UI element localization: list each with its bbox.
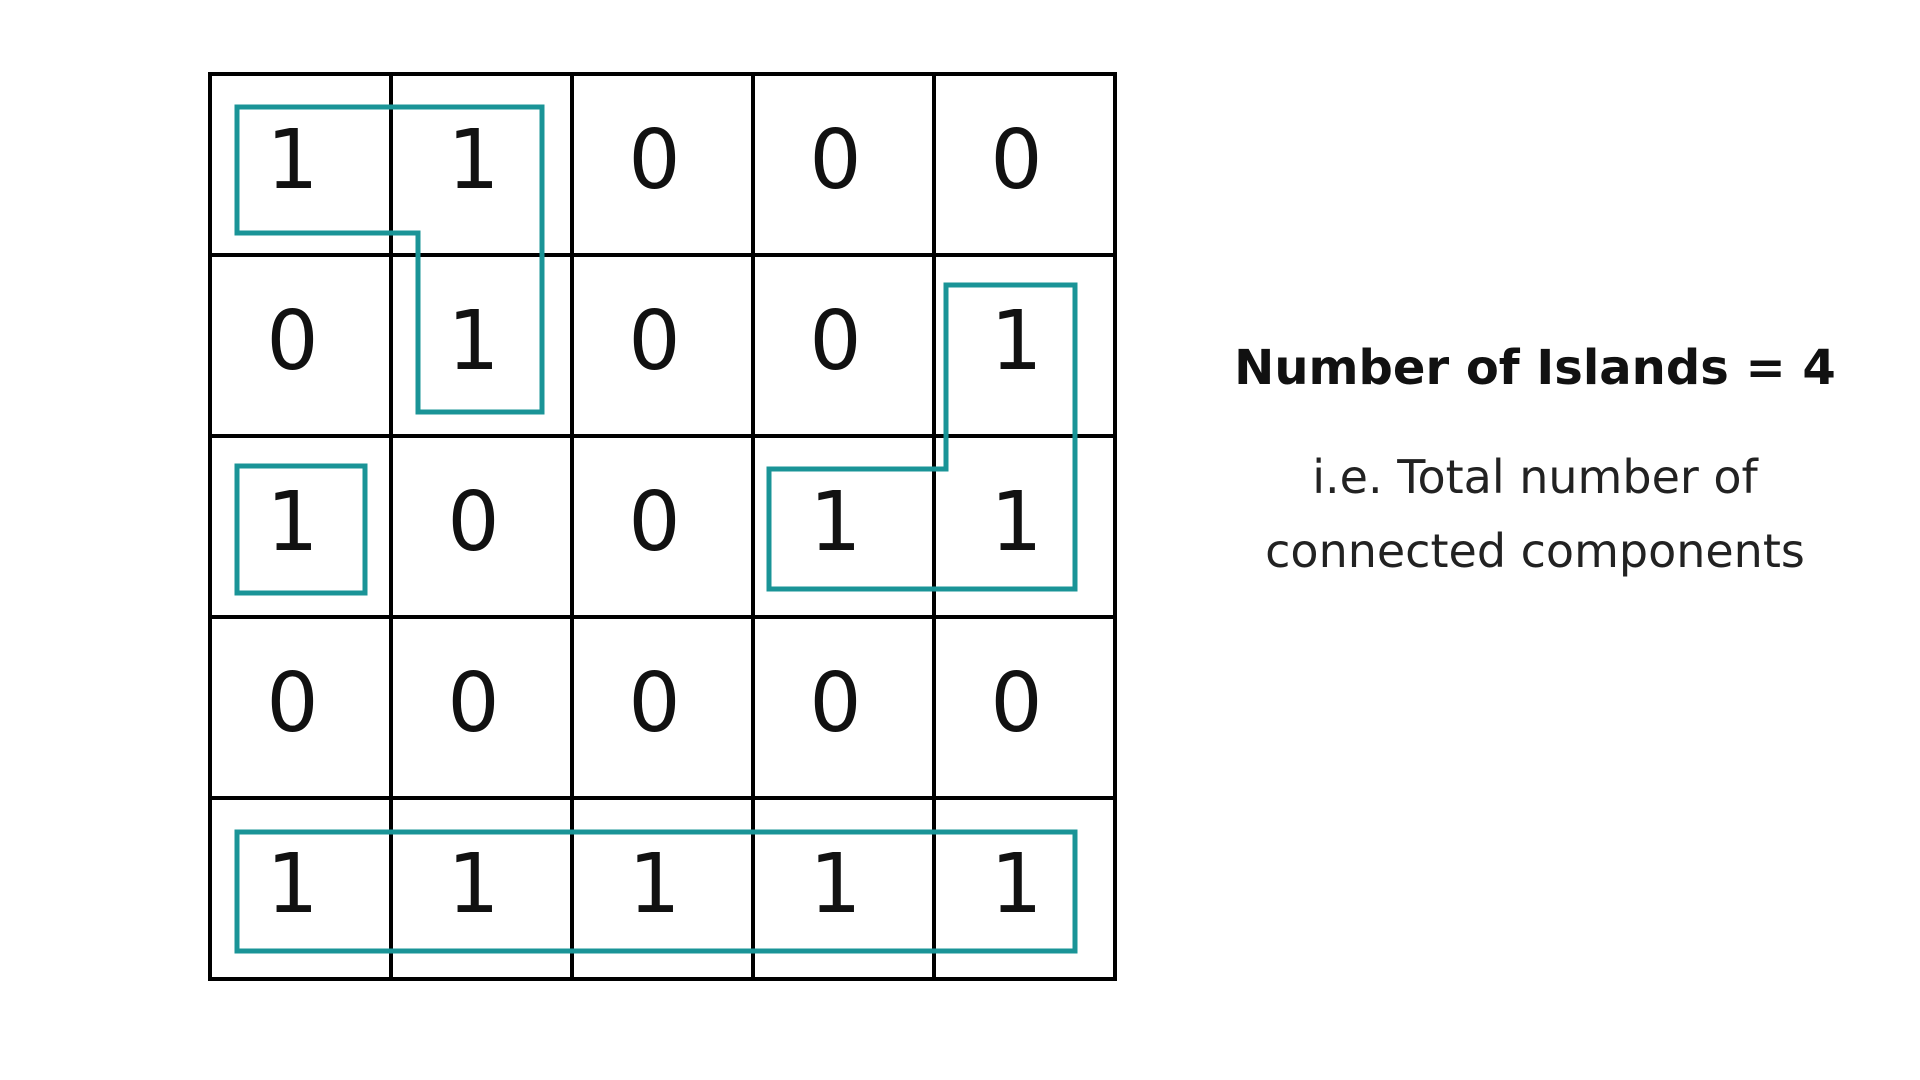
grid-lines — [208, 72, 1117, 981]
cell-labels: 1 1 0 0 0 0 1 0 0 1 1 0 0 1 1 0 0 0 0 0 1 1 1 1 1 — [266, 113, 1042, 932]
cell-value-r4-c0: 1 — [266, 837, 318, 932]
island-outlines — [234, 104, 1078, 954]
cell-value-r1-c0: 0 — [266, 294, 318, 389]
cell-value-r3-c1: 0 — [447, 656, 499, 751]
cell-value-r0-c4: 0 — [990, 113, 1042, 208]
cell-value-r4-c1: 1 — [447, 837, 499, 932]
island-outline-2 — [234, 463, 368, 596]
cell-value-r3-c2: 0 — [628, 656, 680, 751]
cell-value-r3-c0: 0 — [266, 656, 318, 751]
cell-value-r1-c2: 0 — [628, 294, 680, 389]
cell-value-r1-c1: 1 — [447, 294, 499, 389]
islands-count-title: Number of Islands = 4 — [1234, 340, 1836, 396]
cell-value-r2-c3: 1 — [809, 475, 861, 570]
explanation-line-2: connected components — [1265, 524, 1805, 578]
cell-value-r1-c4: 1 — [990, 294, 1042, 389]
islands-explanation: i.e. Total number of connected component… — [1210, 440, 1860, 588]
cell-value-r2-c1: 0 — [447, 475, 499, 570]
cell-value-r4-c3: 1 — [809, 837, 861, 932]
cell-value-r2-c0: 1 — [266, 475, 318, 570]
explanation-line-1: i.e. Total number of — [1312, 450, 1758, 504]
cell-value-r0-c3: 0 — [809, 113, 861, 208]
cell-value-r1-c3: 0 — [809, 294, 861, 389]
island-outline-4 — [234, 829, 1078, 954]
island-outline-1 — [234, 104, 545, 415]
cell-value-r3-c3: 0 — [809, 656, 861, 751]
cell-value-r2-c4: 1 — [990, 475, 1042, 570]
cell-value-r3-c4: 0 — [990, 656, 1042, 751]
cell-value-r4-c2: 1 — [628, 837, 680, 932]
cell-value-r0-c2: 0 — [628, 113, 680, 208]
cell-value-r0-c0: 1 — [266, 113, 318, 208]
cell-value-r0-c1: 1 — [447, 113, 499, 208]
island-outline-3 — [766, 282, 1078, 592]
cell-value-r2-c2: 0 — [628, 475, 680, 570]
cell-value-r4-c4: 1 — [990, 837, 1042, 932]
